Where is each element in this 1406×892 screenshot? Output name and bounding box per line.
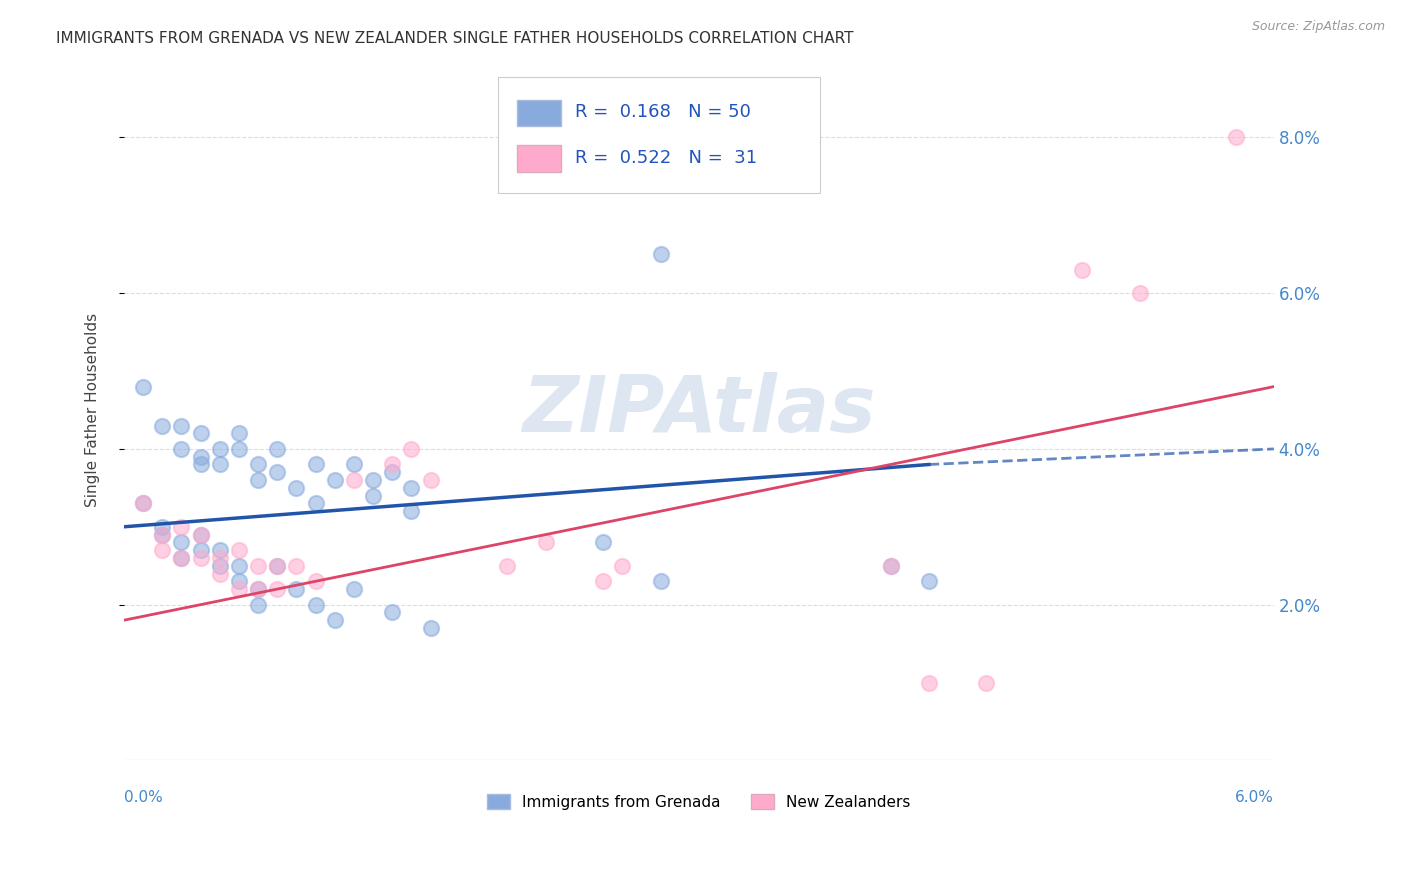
Point [170, 535, 193, 549]
Point [208, 442, 231, 456]
Point [496, 558, 519, 573]
Point [879, 558, 901, 573]
Point [419, 621, 441, 635]
Point [208, 566, 231, 581]
Point [381, 465, 404, 479]
Point [918, 574, 941, 589]
Point [247, 582, 270, 596]
Point [1129, 286, 1152, 301]
Point [228, 442, 250, 456]
Point [150, 543, 173, 558]
Point [247, 473, 270, 487]
Point [650, 247, 672, 261]
Point [343, 582, 366, 596]
Point [170, 520, 193, 534]
Point [401, 504, 423, 518]
Point [918, 675, 941, 690]
Point [323, 613, 346, 627]
Point [208, 543, 231, 558]
Point [1225, 130, 1247, 145]
Point [361, 473, 384, 487]
Text: 6.0%: 6.0% [1234, 790, 1274, 805]
Point [170, 550, 193, 565]
Point [285, 558, 308, 573]
Point [266, 558, 288, 573]
Point [304, 598, 326, 612]
Point [228, 543, 250, 558]
Point [190, 458, 212, 472]
Point [343, 458, 366, 472]
Point [170, 550, 193, 565]
Point [361, 489, 384, 503]
Point [592, 574, 614, 589]
Point [879, 558, 901, 573]
Point [1071, 263, 1094, 277]
Point [208, 458, 231, 472]
Text: R =  0.168   N = 50: R = 0.168 N = 50 [575, 103, 751, 121]
Point [266, 558, 288, 573]
Point [190, 426, 212, 441]
Point [208, 558, 231, 573]
Point [304, 574, 326, 589]
Point [150, 527, 173, 541]
Point [304, 458, 326, 472]
Point [228, 558, 250, 573]
Point [190, 550, 212, 565]
Point [323, 473, 346, 487]
Y-axis label: Single Father Households: Single Father Households [86, 313, 100, 507]
FancyBboxPatch shape [498, 77, 820, 193]
Point [132, 379, 155, 393]
Point [343, 473, 366, 487]
Point [190, 543, 212, 558]
Point [170, 442, 193, 456]
Point [190, 527, 212, 541]
Point [612, 558, 634, 573]
Point [150, 418, 173, 433]
Point [266, 465, 288, 479]
Text: Source: ZipAtlas.com: Source: ZipAtlas.com [1251, 20, 1385, 33]
Point [247, 558, 270, 573]
Text: IMMIGRANTS FROM GRENADA VS NEW ZEALANDER SINGLE FATHER HOUSEHOLDS CORRELATION CH: IMMIGRANTS FROM GRENADA VS NEW ZEALANDER… [56, 31, 853, 46]
Legend: Immigrants from Grenada, New Zealanders: Immigrants from Grenada, New Zealanders [481, 788, 917, 816]
Point [247, 458, 270, 472]
Bar [517, 145, 561, 172]
Point [247, 598, 270, 612]
Point [381, 458, 404, 472]
Point [150, 520, 173, 534]
Point [534, 535, 557, 549]
Point [190, 450, 212, 464]
Point [285, 481, 308, 495]
Point [401, 442, 423, 456]
Bar [517, 100, 561, 126]
Point [285, 582, 308, 596]
Point [228, 426, 250, 441]
Point [650, 574, 672, 589]
Point [228, 574, 250, 589]
Point [170, 418, 193, 433]
Point [247, 582, 270, 596]
Point [266, 442, 288, 456]
Point [976, 675, 998, 690]
Point [228, 582, 250, 596]
Point [208, 550, 231, 565]
Text: ZIPAtlas: ZIPAtlas [522, 372, 876, 448]
Point [592, 535, 614, 549]
Point [266, 582, 288, 596]
Text: 0.0%: 0.0% [124, 790, 163, 805]
Point [132, 496, 155, 510]
Point [401, 481, 423, 495]
Text: R =  0.522   N =  31: R = 0.522 N = 31 [575, 149, 756, 167]
Point [381, 606, 404, 620]
Point [419, 473, 441, 487]
Point [132, 496, 155, 510]
Point [304, 496, 326, 510]
Point [150, 527, 173, 541]
Point [190, 527, 212, 541]
